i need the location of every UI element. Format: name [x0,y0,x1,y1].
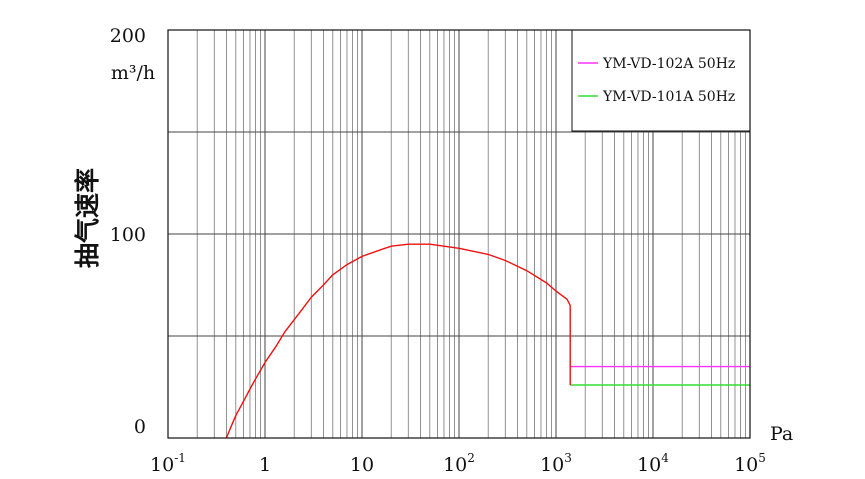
y-tick-label: 0 [134,416,146,438]
y-tick-label: 100 [110,224,146,246]
x-tick-label: 1 [259,454,271,476]
legend-box [571,29,751,132]
grid [168,30,750,438]
legend-label-1: YM-VD-102A 50Hz [602,56,735,72]
y-tick-label: 200 [110,25,146,47]
x-tick-label: 10-1 [150,451,186,476]
x-tick-label: 10 [350,454,374,476]
y-axis-label: 抽气速率 [73,168,102,268]
legend-label-2: YM-VD-101A 50Hz [602,89,735,105]
curves [225,243,750,439]
x-tick-label: 105 [734,451,766,476]
x-unit-label: Pa [770,423,793,445]
series-line-3 [225,243,571,439]
x-tick-label: 104 [637,451,669,476]
legend: YM-VD-102A 50Hz YM-VD-101A 50Hz [571,29,751,132]
x-tick-label: 103 [540,451,572,476]
x-tick-label: 102 [443,451,475,476]
plot-frame [167,29,751,439]
y-unit-label: m³/h [111,62,155,84]
